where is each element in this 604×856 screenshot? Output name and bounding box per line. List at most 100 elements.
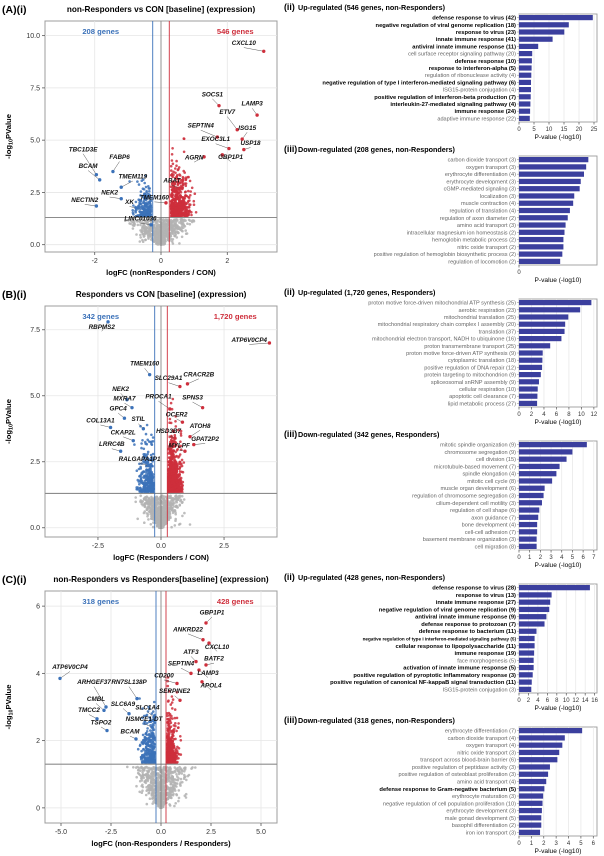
- gene-label: CKAP2L: [111, 429, 136, 436]
- bar-label: erythrocyte development (3): [446, 179, 516, 185]
- bar: [519, 521, 538, 528]
- svg-text:0.0: 0.0: [156, 543, 166, 550]
- bar-label: cilium-dependent cell motility (3): [436, 501, 516, 507]
- threshold-lines: [45, 591, 277, 823]
- bar-chart: (ii) Up-regulated (1,720 genes, Responder…: [284, 287, 598, 426]
- volcano-plot: (B)(i) Responders vs CON [baseline] (expr…: [2, 289, 278, 562]
- svg-text:8: 8: [567, 412, 571, 418]
- axes: 0 1 2 3 4 5 6 7 P-value (-log10): [517, 550, 596, 569]
- axes: 0 2 4 6 8 10 12 P-value (-log10): [517, 407, 598, 426]
- bar: [519, 543, 537, 549]
- bar-label: apoptotic cell clearance (7): [449, 394, 516, 400]
- svg-text:2: 2: [225, 258, 229, 265]
- bar-chart-title: Up-regulated (1,720 genes, Responders): [298, 288, 436, 297]
- bar-label: carbon dioxide transport (3): [448, 158, 517, 164]
- bar-label: basophil differentiation (2): [452, 823, 516, 829]
- bars: [519, 442, 587, 549]
- gene-label: SLC1A4: [135, 704, 160, 711]
- bar-label: positive regulation of peptidase activit…: [412, 765, 516, 771]
- axes: 0 2 4 6 8 10 12 14 16P-value (-log10): [517, 693, 599, 712]
- down-gene-count: 342 genes: [82, 312, 119, 321]
- bar-chart: (iii) Down-regulated (318 genes, non-Resp…: [284, 715, 598, 855]
- bar-label: regulation of chromosome segregation (3): [412, 494, 516, 500]
- panel-sub-label: (ii): [284, 572, 295, 582]
- bar: [519, 442, 587, 448]
- gene-label: TSPO2: [91, 719, 112, 726]
- y-axis-label: -log10PValue: [4, 114, 15, 159]
- bar-label: cell surface receptor signaling pathway …: [408, 52, 516, 58]
- bar: [519, 357, 543, 363]
- gene-label: BCAM: [121, 729, 141, 736]
- scatter-points: [126, 676, 197, 810]
- gene-label: EXOC3L1: [201, 136, 230, 143]
- bar: [519, 679, 532, 685]
- bar: [519, 643, 535, 649]
- bar-label: nitric oxide transport (3): [457, 750, 516, 756]
- volcano-title: Responders vs CON [baseline] (expression…: [76, 290, 247, 299]
- bar-label: defense response to virus (42): [432, 16, 516, 22]
- bar-label: muscle organ development (6): [440, 486, 516, 492]
- bar: [519, 343, 551, 349]
- gene-label: ABAT: [162, 178, 181, 185]
- volcano-container-B: (B)(i) Responders vs CON [baseline] (expr…: [0, 285, 283, 570]
- bar: [519, 101, 531, 107]
- bar: [519, 500, 542, 506]
- gene-label: OCER2: [166, 411, 188, 418]
- bar: [519, 664, 534, 671]
- svg-text:1: 1: [528, 555, 532, 561]
- bars: [519, 300, 592, 406]
- volcano-container-C: (C)(i) non-Responders vs Responders[basel…: [0, 570, 283, 856]
- bar: [519, 94, 531, 100]
- svg-text:7.5: 7.5: [30, 327, 40, 334]
- bar-label: defense response (10): [455, 59, 516, 65]
- bar-label: translation (37): [479, 329, 516, 335]
- scatter-points: [133, 397, 192, 530]
- bar-chart: (ii) Up-regulated (546 genes, non-Respond…: [284, 2, 598, 141]
- gene-label: ISG15: [238, 125, 256, 132]
- bar: [519, 635, 535, 642]
- svg-text:6: 6: [555, 412, 559, 418]
- bar-label: aerobic respiration (23): [458, 308, 516, 314]
- bar: [519, 492, 544, 499]
- bar-label: response to virus (13): [456, 593, 516, 599]
- bar-label: defense response to protozoan (7): [421, 622, 516, 628]
- bar-label: intracellular magnesium ion homeostasis …: [407, 230, 517, 236]
- panel-row-B: (B)(i) Responders vs CON [baseline] (expr…: [0, 285, 604, 570]
- gene-label: ETV7: [219, 109, 235, 116]
- gene-label: ARHGEF37: [76, 679, 111, 686]
- bar: [519, 471, 557, 477]
- bar-label: antiviral innate immune response (11): [412, 44, 516, 50]
- bar: [519, 236, 564, 243]
- bar-label: ISG15-protein conjugation (4): [443, 88, 517, 94]
- x-axis-label: P-value (-log10): [535, 705, 582, 712]
- gene-label: CRACR2B: [183, 371, 214, 378]
- up-gene-count: 546 genes: [217, 27, 254, 36]
- axes: -2.5 0.0 2.5 0.0 2.5 5.0 7.5 logFC (Responders …: [30, 327, 229, 562]
- bar-label: iron ion transport (3): [466, 830, 517, 836]
- gene-label: CXCL10: [205, 644, 230, 651]
- gene-label: TMEM119: [119, 173, 148, 180]
- bar: [519, 164, 587, 170]
- gene-label: TMEM160: [130, 361, 160, 368]
- bar-label: immune response (24): [454, 109, 516, 115]
- bar-label: lipid metabolic process (27): [448, 401, 516, 407]
- bar-label: immune response (19): [454, 651, 516, 657]
- bar-label: negative regulation of cell population p…: [383, 801, 516, 807]
- bar-label: cell division (15): [476, 457, 516, 463]
- bar: [519, 244, 564, 250]
- bar-chart: (iii) Down-regulated (208 genes, non-Resp…: [284, 144, 598, 284]
- bar-label: mitotic cell cycle (8): [467, 479, 516, 485]
- bar-label: regulation of cell shape (6): [450, 508, 516, 514]
- gene-label: SPNS3: [182, 395, 203, 402]
- svg-text:6: 6: [581, 555, 585, 561]
- gene-label: NSMCE1-DT: [126, 716, 164, 723]
- bar: [519, 115, 530, 121]
- x-axis-label: logFC (Responders / CON): [113, 553, 209, 562]
- up-gene-count: 428 genes: [217, 597, 254, 606]
- svg-text:0: 0: [517, 412, 521, 418]
- bar-label: regulation of axon diameter (2): [440, 216, 516, 222]
- bar-label: positive regulation of pyroptotic inflam…: [353, 673, 516, 679]
- volcano-title: non-Responders vs Responders[baseline] (…: [53, 575, 268, 584]
- bar: [519, 51, 533, 57]
- bar: [519, 65, 532, 71]
